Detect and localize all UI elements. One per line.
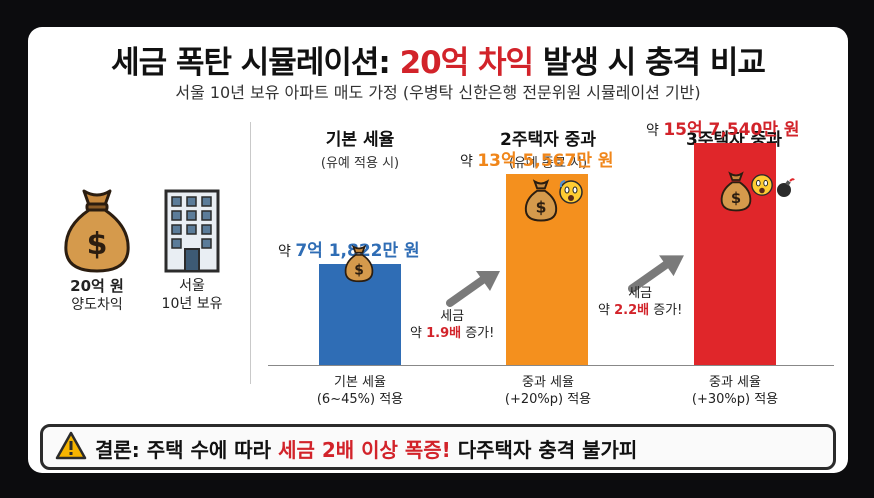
increase-label-2: 세금 약 2.2배 증가! [598, 286, 683, 318]
money-bag-icon: $ [64, 189, 130, 273]
conclusion-banner: 결론: 주택 수에 따라 세금 2배 이상 폭증! 다주택자 충격 불가피 [40, 424, 836, 470]
increase-arrow-icon [446, 271, 500, 307]
money-bag-icon: $ [524, 179, 558, 222]
title-suffix: 발생 시 충격 비교 [533, 45, 766, 81]
shocked-face-icon [559, 180, 583, 204]
gain-block: 20억 원 양도차익 [50, 277, 144, 314]
chart-baseline [268, 365, 834, 366]
increase-label-1: 세금 약 1.9배 증가! [410, 309, 495, 341]
svg-text:$: $ [87, 227, 108, 262]
svg-text:$: $ [536, 199, 547, 217]
rate-label-three-house: 중과 세율 (+30%p) 적용 [691, 375, 779, 407]
holding-label: 10년 보유 [161, 296, 223, 312]
value-label-three-house: 약 15억 7,540만 원 [646, 120, 800, 140]
increase-ratio: 2.2배 [614, 303, 650, 318]
panel-divider [250, 122, 251, 384]
shocked-face-icon [751, 174, 773, 196]
category-note: (유예 적용 시) [320, 156, 400, 171]
increase-ratio: 1.9배 [426, 326, 462, 341]
gain-label: 양도차익 [71, 297, 123, 313]
category-title-1: 기본 세율 (유예 적용 시) [280, 125, 440, 171]
title-prefix: 세금 폭탄 시뮬레이션: [111, 45, 400, 81]
bomb-icon [777, 178, 795, 197]
apartment-building-icon [164, 189, 220, 273]
conclusion-text: 결론: 주택 수에 따라 세금 2배 이상 폭증! 다주택자 충격 불가피 [95, 438, 638, 462]
warning-icon [55, 431, 87, 460]
page-subtitle: 서울 10년 보유 아파트 매도 가정 (우병탁 신한은행 전문위원 시뮬레이션… [175, 83, 701, 102]
increase-line1: 세금 [628, 286, 653, 301]
svg-text:$: $ [731, 190, 741, 207]
svg-text:$: $ [354, 262, 364, 278]
increase-line1: 세금 [440, 309, 465, 324]
value-label-two-house: 약 13억 5,567만 원 [460, 151, 614, 171]
conclusion-highlight: 세금 2배 이상 폭증! [278, 438, 451, 462]
rate-label-two-house: 중과 세율 (+20%p) 적용 [504, 375, 592, 407]
location-label: 서울 [179, 278, 205, 294]
title-highlight: 20억 차익 [399, 45, 534, 81]
gain-amount: 20억 원 [70, 277, 124, 295]
category-note: (유예 종료 시) [508, 156, 588, 171]
money-bag-icon: $ [720, 171, 752, 212]
increase-arrow-icon [628, 255, 684, 293]
category-title-2: 2주택자 중과 (유예 종료 시) [468, 125, 628, 171]
money-bag-icon: $ [344, 245, 374, 283]
page-title: 세금 폭탄 시뮬레이션: 20억 차익 발생 시 충격 비교 [28, 37, 848, 82]
rate-label-basic: 기본 세율 (6~45%) 적용 [316, 375, 404, 407]
location-block: 서울 10년 보유 [150, 277, 234, 313]
infographic-card: 세금 폭탄 시뮬레이션: 20억 차익 발생 시 충격 비교 서울 10년 보유… [28, 27, 848, 473]
category-label: 2주택자 중과 [500, 130, 596, 150]
category-label: 기본 세율 [325, 130, 395, 150]
